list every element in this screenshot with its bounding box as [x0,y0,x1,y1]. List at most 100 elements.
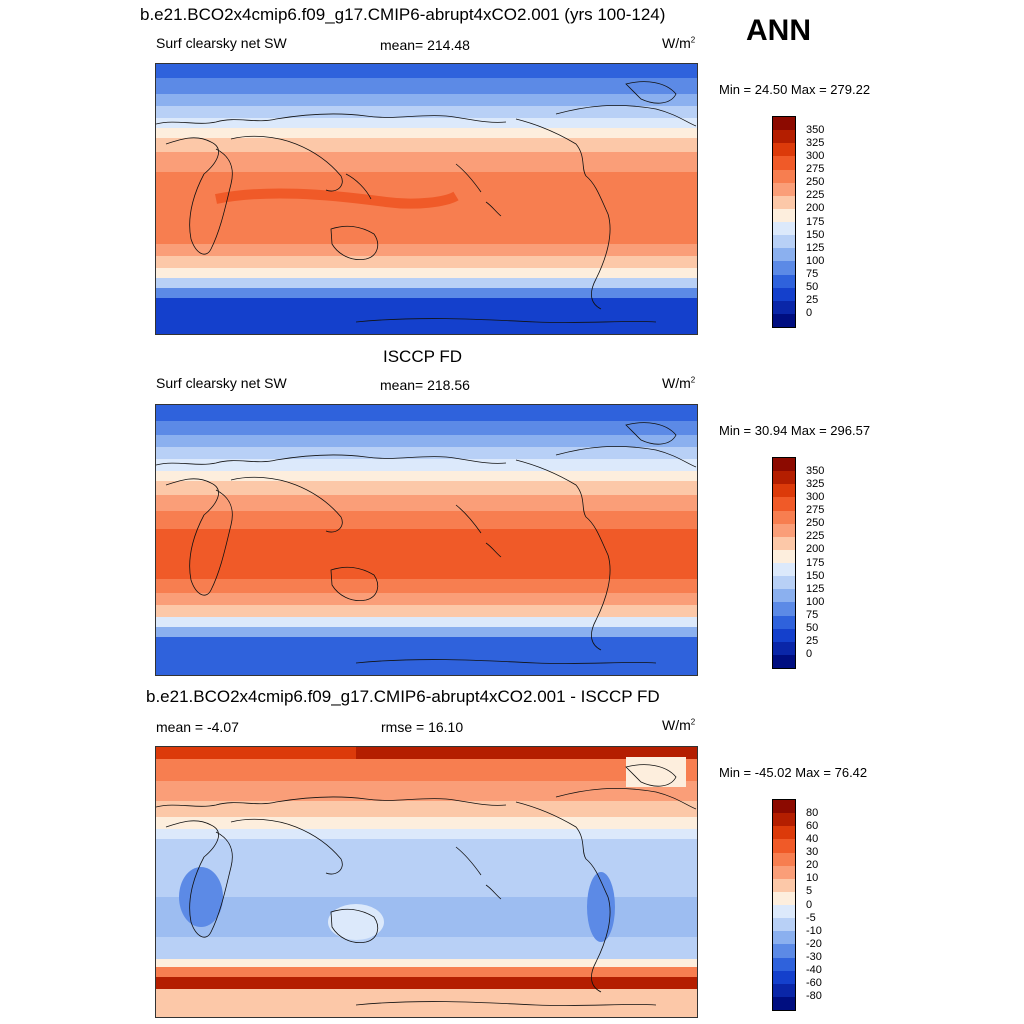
map-panel-difference [155,746,698,1018]
colorbar-model [772,116,796,328]
colorbar-swatch [773,248,795,262]
main-title: b.e21.BCO2x4cmip6.f09_g17.CMIP6-abrupt4x… [140,5,666,24]
colorbar-tick-label: -5 [806,911,816,924]
colorbar-tick-label: 30 [806,846,819,858]
panel1-minmax: Min = 24.50 Max = 279.22 [719,82,871,97]
colorbar-swatch [773,891,795,905]
colorbar-tick-label: 80 [806,806,819,819]
colorbar-tick-label: 350 [806,123,825,136]
colorbar-swatch [773,563,795,577]
colorbar-swatch [773,497,795,511]
colorbar-tick-label: 300 [806,490,825,503]
panel2-minmax: Min = 30.94 Max = 296.57 [719,423,871,438]
colorbar-tick-label: 40 [806,832,819,845]
panel2-variable-label: Surf clearsky net SW [156,375,287,391]
panel2-title: ISCCP FD [383,347,463,366]
map-panel-observations [155,404,698,676]
map-panel-model [155,63,698,335]
panel1-variable-label: Surf clearsky net SW [156,35,287,51]
colorbar-swatch [773,852,795,866]
colorbar-swatch [773,523,795,537]
colorbar-swatch [773,589,795,603]
colorbar-tick-label: 325 [806,136,825,149]
panel3-rmse-label: rmse = 16.10 [381,719,464,735]
colorbar-tick-label: 200 [806,202,825,215]
colorbar-swatch [773,654,795,668]
colorbar-swatch [773,169,795,183]
colorbar-swatch [773,970,795,984]
colorbar-swatch [773,261,795,275]
colorbar-swatch [773,905,795,919]
colorbar-swatch [773,458,795,472]
colorbar-swatch [773,983,795,997]
colorbar-swatch [773,878,795,892]
colorbar-swatch [773,313,795,327]
colorbar-tick-label: 150 [806,569,825,582]
colorbar-swatch [773,957,795,971]
colorbar-swatch [773,813,795,827]
colorbar-tick-label: 275 [806,504,825,516]
panel1-mean-label: mean= 214.48 [380,37,470,53]
colorbar-tick-label: 150 [806,228,825,241]
colorbar-tick-label: 75 [806,609,819,621]
colorbar-observations [772,457,796,669]
colorbar-tick-label: 60 [806,819,819,832]
colorbar-tick-label: -80 [806,990,822,1003]
colorbar-swatch [773,641,795,655]
colorbar-tick-label: 125 [806,582,825,595]
colorbar-tick-label: 100 [806,254,825,267]
colorbar-tick-label: 200 [806,543,825,556]
colorbar-swatch [773,826,795,840]
colorbar-swatch [773,222,795,236]
colorbar-tick-label: 175 [806,556,825,569]
colorbar-swatch [773,130,795,144]
colorbar-tick-label: 125 [806,241,825,254]
panel3-units: W/m2 [662,717,696,733]
colorbar-swatch [773,300,795,314]
colorbar-swatch [773,182,795,196]
colorbar-swatch [773,208,795,222]
colorbar-swatch [773,839,795,853]
season-label: ANN [746,14,811,47]
colorbar-swatch [773,156,795,170]
colorbar-swatch [773,235,795,249]
colorbar-tick-label: 25 [806,635,819,648]
colorbar-tick-label: 50 [806,281,819,294]
colorbar-tick-label: 10 [806,872,819,885]
panel3-mean-label: mean = -4.07 [156,719,239,735]
colorbar-tick-label: 75 [806,268,819,280]
colorbar-swatch [773,484,795,498]
colorbar-tick-label: 100 [806,595,825,608]
colorbar-swatch [773,549,795,563]
colorbar-tick-label: 225 [806,530,825,543]
colorbar-tick-label: 25 [806,294,819,307]
colorbar-tick-label: -20 [806,937,822,950]
colorbar-tick-label: 0 [806,307,813,320]
colorbar-swatch [773,931,795,945]
colorbar-swatch [773,195,795,209]
colorbar-tick-label: 50 [806,622,819,635]
colorbar-tick-label: 325 [806,477,825,490]
colorbar-swatch [773,274,795,288]
colorbar-swatch [773,996,795,1010]
colorbar-swatch [773,471,795,485]
colorbar-tick-label: 250 [806,517,825,530]
colorbar-tick-label: 20 [806,859,819,872]
colorbar-tick-label: -40 [806,964,822,977]
colorbar-swatch [773,628,795,642]
colorbar-swatch [773,918,795,932]
colorbar-swatch [773,576,795,590]
colorbar-tick-label: 5 [806,885,813,898]
panel3-title: b.e21.BCO2x4cmip6.f09_g17.CMIP6-abrupt4x… [146,687,660,706]
colorbar-tick-label: 0 [806,898,813,911]
colorbar-swatch [773,602,795,616]
colorbar-swatch [773,510,795,524]
colorbar-difference [772,799,796,1011]
colorbar-tick-label: -30 [806,951,822,963]
colorbar-swatch [773,143,795,157]
colorbar-tick-label: -60 [806,977,822,990]
colorbar-swatch [773,287,795,301]
panel3-minmax: Min = -45.02 Max = 76.42 [719,765,868,780]
colorbar-tick-label: 225 [806,189,825,202]
colorbar-swatch [773,536,795,550]
